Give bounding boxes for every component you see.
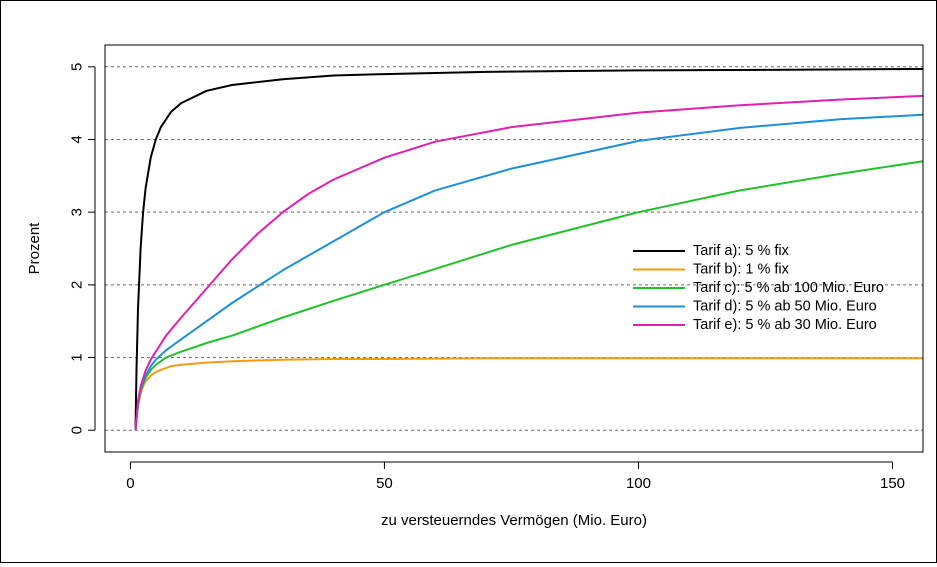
series-line-2 — [134, 357, 923, 431]
legend-label: Tarif d): 5 % ab 50 Mio. Euro — [693, 299, 877, 315]
x-tick-label: 150 — [880, 475, 905, 492]
x-axis: 0 50 100 150 — [126, 461, 905, 492]
x-axis-label: zu versteuerndes Vermögen (Mio. Euro) — [381, 512, 647, 529]
legend-label: Tarif c): 5 % ab 100 Mio. Euro — [693, 280, 884, 296]
legend-label: Tarif e): 5 % ab 30 Mio. Euro — [693, 317, 877, 333]
x-tick-label: 0 — [126, 475, 134, 492]
y-tick-label: 4 — [69, 135, 86, 143]
grid-lines — [105, 66, 923, 431]
series-lines — [134, 68, 924, 431]
y-axis: 0 1 2 3 4 5 — [69, 63, 96, 434]
y-tick-label: 5 — [69, 63, 86, 71]
x-tick-label: 100 — [626, 475, 651, 492]
plot-area-border — [104, 44, 924, 453]
series-line-5 — [134, 94, 924, 431]
series-line-1 — [134, 68, 924, 431]
legend-label: Tarif a): 5 % fix — [693, 243, 790, 259]
y-axis-label: Prozent — [26, 222, 43, 275]
legend: Tarif a): 5 % fix Tarif b): 1 % fix Tarif … — [633, 243, 884, 333]
x-tick-label: 50 — [376, 475, 393, 492]
y-tick-label: 2 — [69, 281, 86, 289]
y-tick-label: 0 — [69, 426, 86, 434]
legend-label: Tarif b): 1 % fix — [693, 262, 790, 278]
series-line-4 — [134, 113, 924, 431]
y-tick-label: 3 — [69, 208, 86, 216]
y-tick-label: 1 — [69, 353, 86, 361]
